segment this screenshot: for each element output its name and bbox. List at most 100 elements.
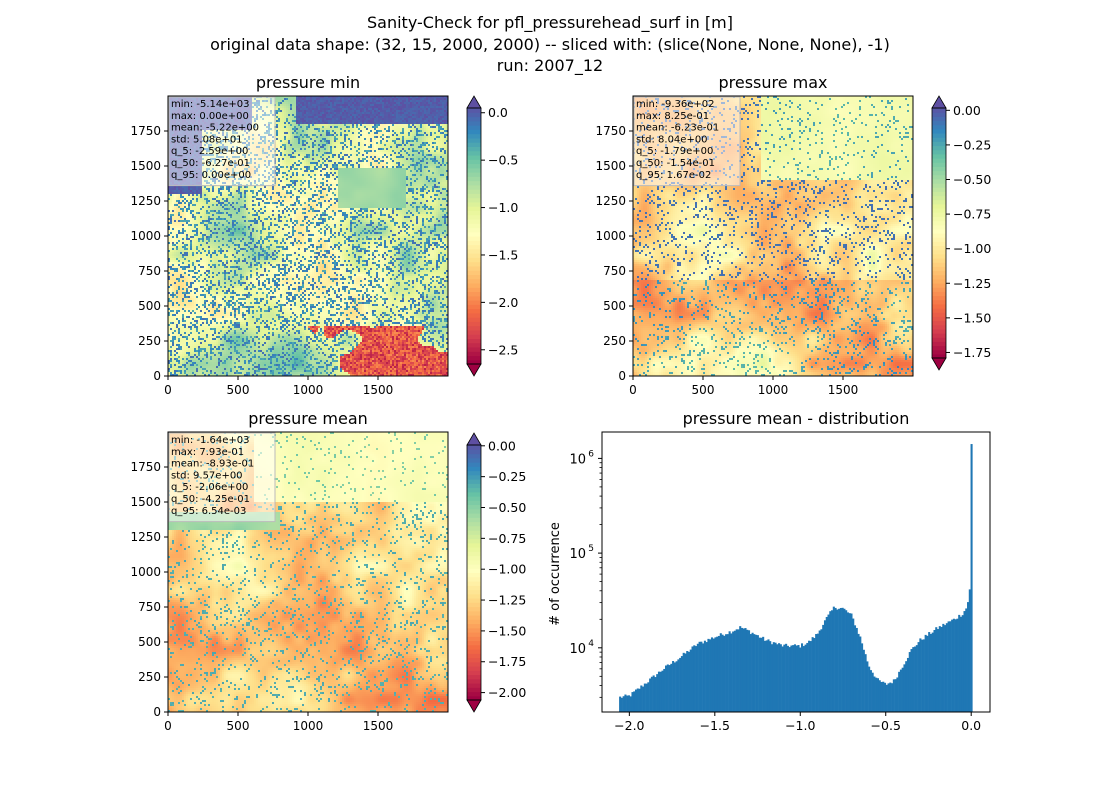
histogram-bar <box>965 608 968 712</box>
colorbar-segment <box>467 108 481 113</box>
histogram-bar <box>813 638 816 712</box>
colorbar-segment <box>932 195 946 201</box>
colorbar-segment <box>467 227 481 233</box>
colorbar-frame <box>466 444 482 701</box>
x-tick-label: 0 <box>164 383 172 397</box>
stats-line: mean: -8.93e-01 <box>171 459 254 470</box>
stats-line: q_95: 6.54e-03 <box>171 506 246 517</box>
histogram-bar <box>804 644 807 712</box>
colorbar-segment <box>467 116 481 122</box>
colorbar-segment <box>467 500 481 506</box>
colorbar-segment <box>467 534 481 540</box>
histogram-bar <box>717 635 721 712</box>
colorbar-segment <box>932 145 946 151</box>
histogram-bar <box>647 682 650 712</box>
colorbar-segment <box>467 133 481 139</box>
colorbar-segment <box>467 240 481 246</box>
histogram-bar <box>935 627 938 712</box>
colorbar-segment <box>467 632 481 637</box>
colorbar-tick-label: 0.0 <box>488 105 508 120</box>
colorbar-segment <box>467 321 481 327</box>
colorbar-extend-bottom <box>466 363 482 377</box>
histogram-bar <box>749 634 752 712</box>
histogram-bar <box>831 610 834 712</box>
colorbar-tick-label: 0.00 <box>488 438 516 453</box>
colorbar-segment <box>467 142 481 147</box>
colorbar-segment <box>932 337 946 342</box>
colorbar-segment <box>932 299 946 305</box>
x-tick-label: 1500 <box>363 719 394 733</box>
stats-background <box>168 432 276 523</box>
panel-title: pressure min <box>256 73 360 92</box>
histogram-bar <box>642 686 645 712</box>
colorbar-segment <box>932 237 946 242</box>
histogram-bar <box>756 635 759 712</box>
colorbar-frame <box>466 107 482 365</box>
histogram-bar <box>733 630 736 712</box>
histogram-bar <box>914 646 917 712</box>
histogram-bar <box>869 670 872 712</box>
stats-line: q_50: -1.54e-01 <box>636 158 715 169</box>
stats-line: q_50: -6.27e-01 <box>171 158 250 169</box>
histogram-bar <box>919 638 922 712</box>
colorbar-segment <box>467 568 481 574</box>
colorbar-segment <box>467 576 481 582</box>
histogram-bar <box>795 645 798 712</box>
y-tick-label-exponent: 5 <box>588 544 594 554</box>
colorbar-segment <box>467 244 481 250</box>
colorbar-segment <box>467 300 481 305</box>
colorbar-segment <box>467 589 481 595</box>
histogram-panel: pressure mean - distribution −2.0 −1.5 −1.0… <box>548 409 991 733</box>
y-tick-label: 500 <box>138 635 161 649</box>
y-tick-label: 1750 <box>130 124 161 138</box>
colorbar-segment <box>932 187 946 192</box>
histogram-bar <box>765 640 768 712</box>
histogram-bar <box>695 646 698 712</box>
histogram-bar <box>815 634 818 712</box>
colorbar-segment <box>932 262 946 267</box>
y-tick-label: 0 <box>153 369 161 383</box>
stats-line: mean: -5.22e+00 <box>171 123 259 134</box>
y-tick-label: 250 <box>603 334 626 348</box>
colorbar-segment <box>467 657 481 663</box>
colorbar-segment <box>467 214 481 220</box>
colorbar-segment <box>467 159 481 165</box>
colorbar-segment <box>932 183 946 188</box>
histogram-bar <box>936 629 940 712</box>
heatmap-panel-2: pressure max 0 500 1000 1500 0 250 500 750 1000 12… <box>595 73 991 397</box>
colorbar-segment <box>467 184 481 190</box>
histogram-bar <box>638 688 641 712</box>
histogram-bar <box>626 695 629 712</box>
histogram-bar <box>931 632 934 712</box>
histogram-bar <box>710 637 713 712</box>
histogram-bar <box>680 656 683 712</box>
x-tick-label: −2.0 <box>614 718 644 733</box>
histogram-bar <box>967 602 970 712</box>
histogram-bar <box>857 633 860 712</box>
colorbar-segment <box>932 287 946 292</box>
colorbar-segment <box>467 197 481 203</box>
histogram-bar <box>968 589 971 712</box>
colorbar-segment <box>932 108 946 113</box>
histogram-bar <box>825 616 828 712</box>
histogram-bar <box>899 669 902 712</box>
colorbar-tick-label: −1.25 <box>953 276 991 291</box>
colorbar-segment <box>932 278 946 284</box>
colorbar-tick-label: −0.75 <box>488 531 526 546</box>
histogram-bar <box>945 623 948 712</box>
stats-background <box>633 96 741 187</box>
colorbar-segment <box>932 253 946 259</box>
colorbar-extend-bottom <box>931 357 947 371</box>
histogram-bar <box>675 661 678 712</box>
histogram-bar <box>677 659 680 712</box>
x-tick-label: 1000 <box>293 383 324 397</box>
stats-line: q_5: -2.59e+00 <box>171 146 248 157</box>
histogram-bar <box>905 661 908 712</box>
colorbar-segment <box>932 266 946 272</box>
y-tick-label: 1250 <box>130 194 161 208</box>
histogram-bar <box>744 628 747 712</box>
histogram-bar <box>843 608 846 712</box>
colorbar-segment <box>467 615 481 620</box>
colorbar-segment <box>467 193 481 199</box>
